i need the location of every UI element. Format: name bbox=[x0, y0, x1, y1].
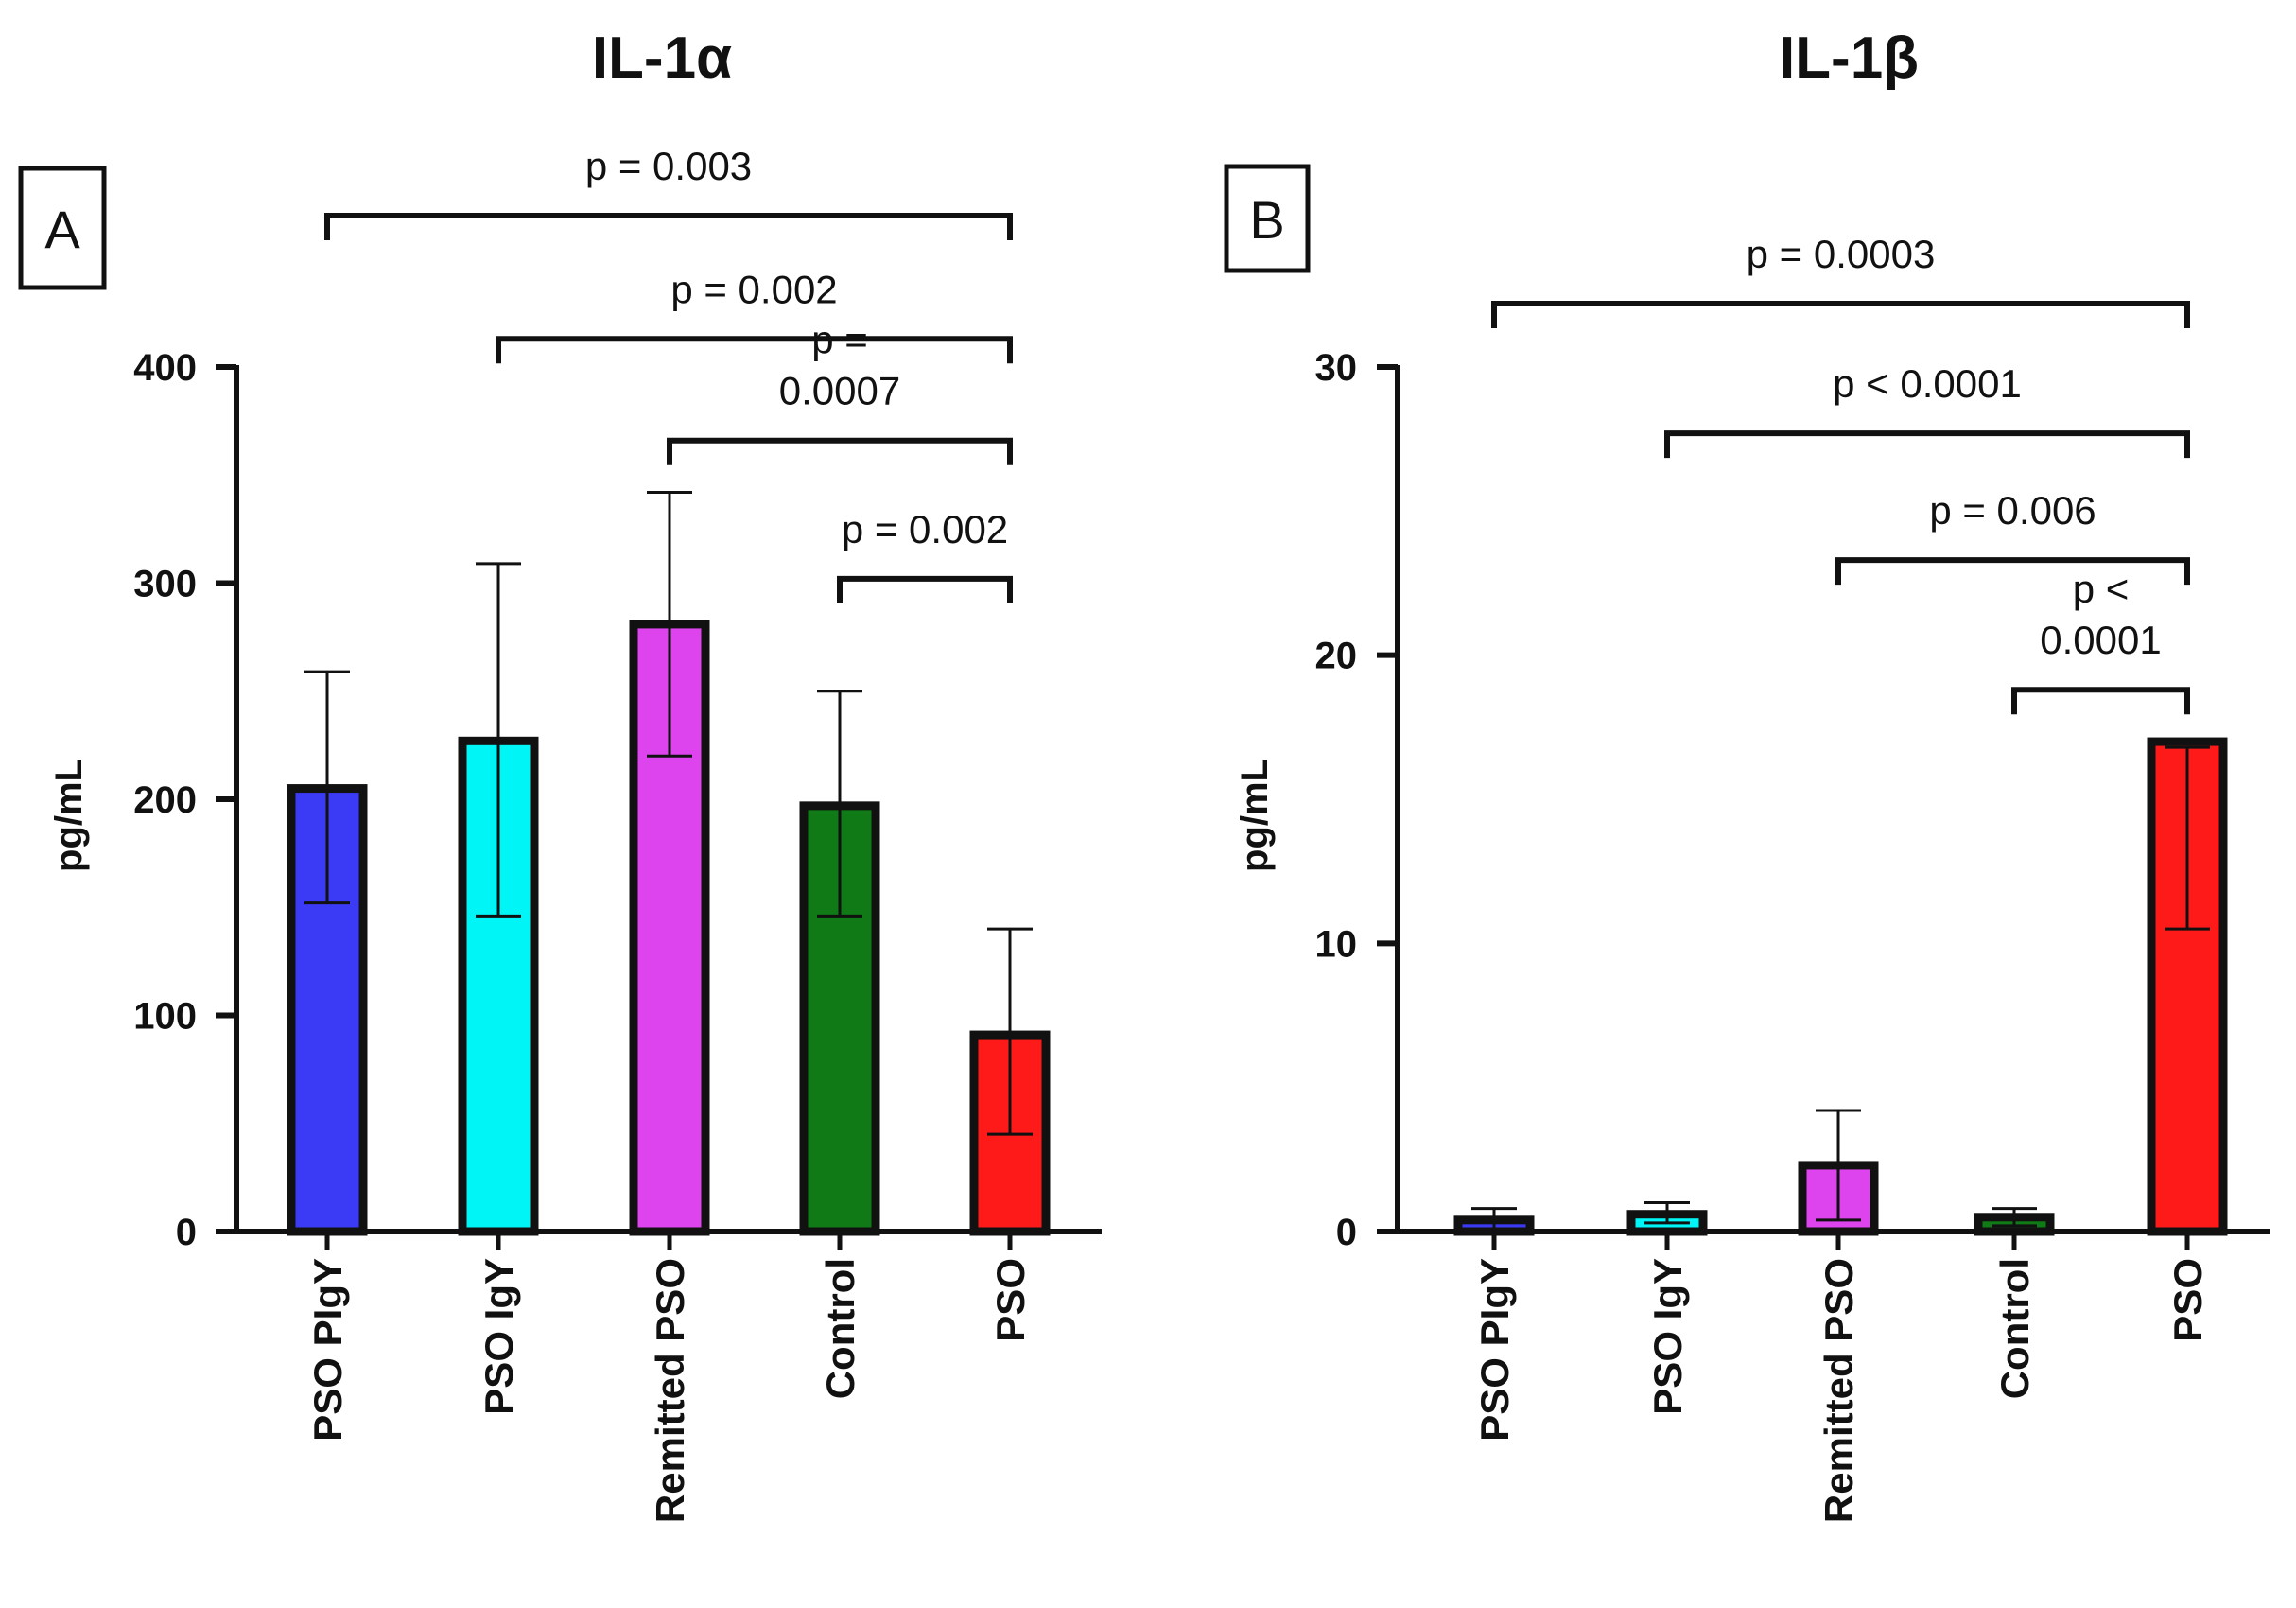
y-tick-label-a: 0 bbox=[176, 1212, 197, 1253]
y-tick-label-a: 200 bbox=[133, 779, 197, 821]
category-label-b: PSO bbox=[2166, 1258, 2210, 1342]
y-tick-label-a: 300 bbox=[133, 564, 197, 605]
p-value-label-a: p = 0.003 bbox=[585, 144, 752, 188]
significance-bracket-b bbox=[1835, 557, 2190, 586]
p-value-label-b: p = 0.006 bbox=[1929, 488, 2096, 533]
category-label-b: Control bbox=[1992, 1258, 2037, 1399]
panel-b-chart: IL-1β B pg/mL 0 10 20 30 PSO PIgY PSO IgY Remi… bbox=[1224, 26, 2270, 1523]
panel-label-box-b bbox=[1224, 164, 1311, 273]
significance-bracket-b bbox=[1491, 300, 2190, 328]
p-value-label-b: 0.0001 bbox=[2040, 618, 2161, 662]
category-label-a: PSO PIgY bbox=[305, 1258, 350, 1442]
p-value-label-b: p = 0.0003 bbox=[1747, 232, 1936, 276]
y-tick-label-b: 30 bbox=[1315, 347, 1358, 389]
panel-label-box-a bbox=[18, 166, 107, 290]
significance-bracket-a bbox=[324, 213, 1013, 241]
p-value-label-b: p < 0.0001 bbox=[1833, 361, 2022, 406]
category-label-b: PSO PIgY bbox=[1472, 1258, 1517, 1442]
y-tick-label-b: 10 bbox=[1315, 923, 1358, 965]
panel-label-b: B bbox=[1249, 190, 1284, 250]
y-axis-label-b: pg/mL bbox=[1234, 759, 1276, 872]
significance-bracket-b bbox=[2011, 687, 2190, 715]
p-value-label-b: p < bbox=[2073, 567, 2130, 611]
p-value-label-a: 0.0007 bbox=[779, 369, 900, 413]
p-value-label-a: p = 0.002 bbox=[842, 507, 1008, 551]
y-tick-label-b: 0 bbox=[1336, 1212, 1357, 1253]
p-value-label-a: p = 0.002 bbox=[670, 267, 837, 311]
significance-bracket-a bbox=[837, 575, 1013, 603]
panel-label-a: A bbox=[44, 200, 80, 259]
y-axis-label-a: pg/mL bbox=[48, 759, 90, 872]
bar-b bbox=[2147, 737, 2228, 1236]
category-label-b: PSO IgY bbox=[1645, 1258, 1690, 1415]
significance-bracket-b bbox=[1664, 430, 2190, 459]
chart-title-b: IL-1β bbox=[1779, 26, 1919, 91]
category-label-a: Control bbox=[818, 1258, 862, 1399]
y-tick-label-a: 100 bbox=[133, 996, 197, 1038]
category-label-a: PSO IgY bbox=[477, 1258, 521, 1415]
y-tick-label-b: 20 bbox=[1315, 636, 1358, 677]
y-tick-label-a: 400 bbox=[133, 347, 197, 389]
chart-title-a: IL-1α bbox=[592, 26, 732, 91]
p-value-label-a: p = bbox=[811, 318, 868, 362]
category-label-b: Remitted PSO bbox=[1817, 1258, 1861, 1523]
category-label-a: PSO bbox=[988, 1258, 1033, 1342]
panel-a-chart: IL-1α A pg/mL 0 100 200 300 400 PSO PIgY PSO I… bbox=[18, 26, 1102, 1523]
category-label-a: Remitted PSO bbox=[648, 1258, 692, 1523]
significance-bracket-a bbox=[667, 437, 1013, 465]
significance-bracket-a bbox=[496, 336, 1013, 364]
